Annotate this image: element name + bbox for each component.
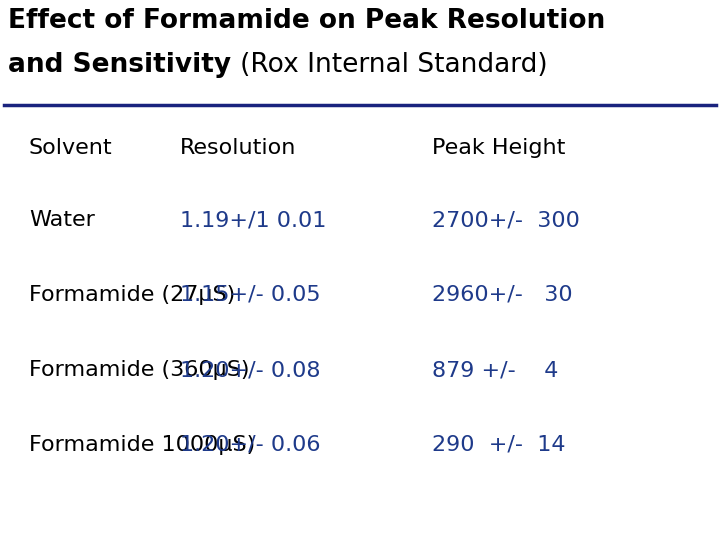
Text: Formamide 1000μS): Formamide 1000μS) xyxy=(29,435,255,455)
Text: and Sensitivity: and Sensitivity xyxy=(8,52,231,78)
Text: 1.20+/- 0.08: 1.20+/- 0.08 xyxy=(180,360,320,380)
Text: 879 +/-    4: 879 +/- 4 xyxy=(432,360,559,380)
Text: (Rox Internal Standard): (Rox Internal Standard) xyxy=(215,52,548,78)
Text: 2960+/-   30: 2960+/- 30 xyxy=(432,285,572,305)
Text: Peak Height: Peak Height xyxy=(432,138,565,158)
Text: Effect of Formamide on Peak Resolution: Effect of Formamide on Peak Resolution xyxy=(8,8,606,34)
Text: Resolution: Resolution xyxy=(180,138,297,158)
Text: 1.15+/- 0.05: 1.15+/- 0.05 xyxy=(180,285,320,305)
Text: 2700+/-  300: 2700+/- 300 xyxy=(432,210,580,230)
Text: Water: Water xyxy=(29,210,94,230)
Text: 1.20+/- 0.06: 1.20+/- 0.06 xyxy=(180,435,320,455)
Text: Solvent: Solvent xyxy=(29,138,112,158)
Text: 290  +/-  14: 290 +/- 14 xyxy=(432,435,565,455)
Text: Formamide (360μS): Formamide (360μS) xyxy=(29,360,249,380)
Text: 1.19+/1 0.01: 1.19+/1 0.01 xyxy=(180,210,326,230)
Text: Formamide (27μS): Formamide (27μS) xyxy=(29,285,235,305)
